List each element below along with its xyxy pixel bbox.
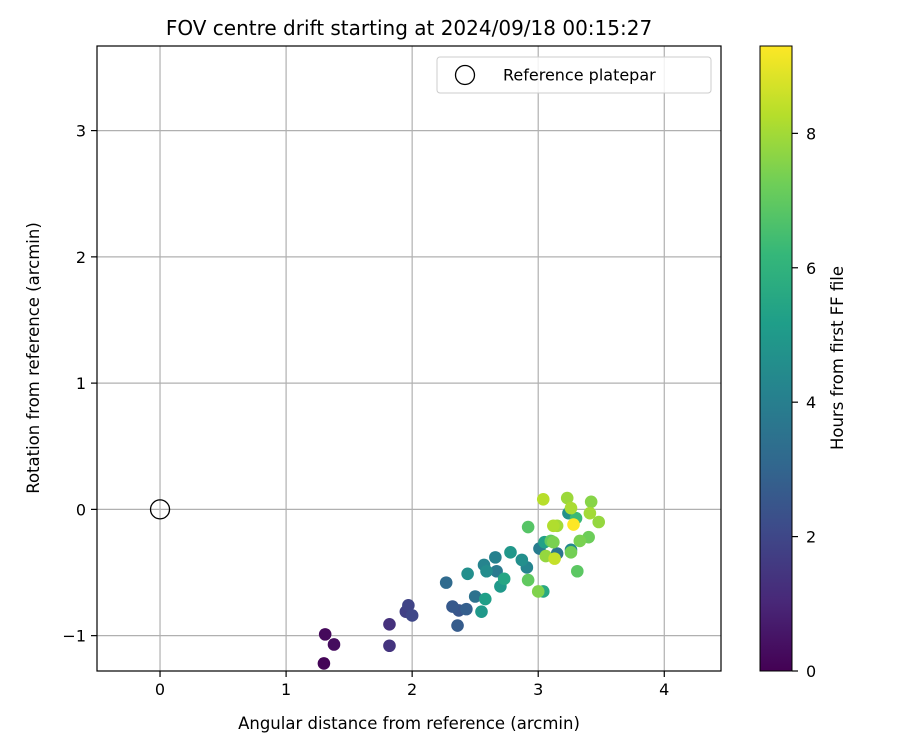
x-axis-title: Angular distance from reference (arcmin) <box>238 714 580 733</box>
data-point <box>480 564 493 578</box>
data-point <box>564 546 578 559</box>
data-point <box>573 534 587 548</box>
data-point <box>405 609 419 622</box>
data-point <box>567 518 580 531</box>
x-axis: 0 1 2 3 4 <box>155 671 669 699</box>
legend-label-reference: Reference platepar <box>503 66 656 85</box>
data-points <box>317 491 606 670</box>
data-point <box>317 657 331 670</box>
colorbar-tick-label: 4 <box>806 393 816 412</box>
data-point <box>489 551 502 564</box>
reference-layer <box>149 499 171 520</box>
data-point <box>570 564 584 578</box>
data-point <box>468 590 482 603</box>
colorbar-title: Hours from first FF file <box>828 266 847 450</box>
data-point <box>536 492 550 506</box>
colorbar-tick-label: 2 <box>806 528 816 547</box>
data-point <box>318 628 332 641</box>
y-tick-label: −1 <box>62 627 86 646</box>
data-point <box>560 491 574 505</box>
data-point <box>504 546 517 559</box>
x-tick-label: 4 <box>659 680 669 699</box>
colorbar-tick-label: 8 <box>806 124 816 143</box>
plot-frame <box>96 45 722 672</box>
data-point <box>383 617 396 631</box>
data-point <box>548 552 561 565</box>
colorbar-tick-label: 6 <box>806 259 816 278</box>
y-axis-title: Rotation from reference (arcmin) <box>24 222 43 494</box>
data-point <box>564 501 578 515</box>
data-point <box>497 572 511 586</box>
grid-lines <box>97 46 721 671</box>
data-point <box>460 602 473 616</box>
y-axis: −1 0 1 2 3 <box>62 122 97 646</box>
y-tick-label: 0 <box>76 500 86 519</box>
y-tick-label: 1 <box>76 374 86 393</box>
data-point <box>402 599 415 612</box>
data-point <box>446 600 459 613</box>
colorbar: 0 2 4 6 8 Hours from first FF file <box>759 45 847 681</box>
data-point <box>521 573 535 587</box>
data-point <box>383 639 396 653</box>
legend-box <box>436 56 712 94</box>
data-point <box>451 619 464 632</box>
x-tick-label: 3 <box>533 680 543 699</box>
data-point <box>478 592 492 606</box>
data-point <box>531 585 545 598</box>
data-point <box>584 495 598 509</box>
data-point <box>439 576 453 589</box>
data-point <box>592 515 606 529</box>
data-point <box>327 638 341 651</box>
x-tick-label: 0 <box>155 680 165 699</box>
data-point <box>461 567 474 581</box>
data-point <box>547 535 560 549</box>
reference-platepar-marker <box>149 499 171 520</box>
y-tick-label: 2 <box>76 248 86 267</box>
data-point <box>475 605 488 618</box>
data-point <box>583 506 597 520</box>
legend-marker-reference <box>454 64 476 86</box>
colorbar-tick-label: 0 <box>806 662 816 681</box>
data-point <box>521 520 535 534</box>
x-tick-label: 1 <box>281 680 291 699</box>
colorbar-gradient <box>759 45 793 672</box>
colorbar-ticks: 0 2 4 6 8 <box>792 124 816 681</box>
data-point <box>547 519 560 533</box>
data-point <box>515 553 529 567</box>
chart-title: FOV centre drift starting at 2024/09/18 … <box>166 16 652 40</box>
x-tick-label: 2 <box>407 680 417 699</box>
legend: Reference platepar <box>436 56 712 94</box>
y-tick-label: 3 <box>76 122 86 141</box>
